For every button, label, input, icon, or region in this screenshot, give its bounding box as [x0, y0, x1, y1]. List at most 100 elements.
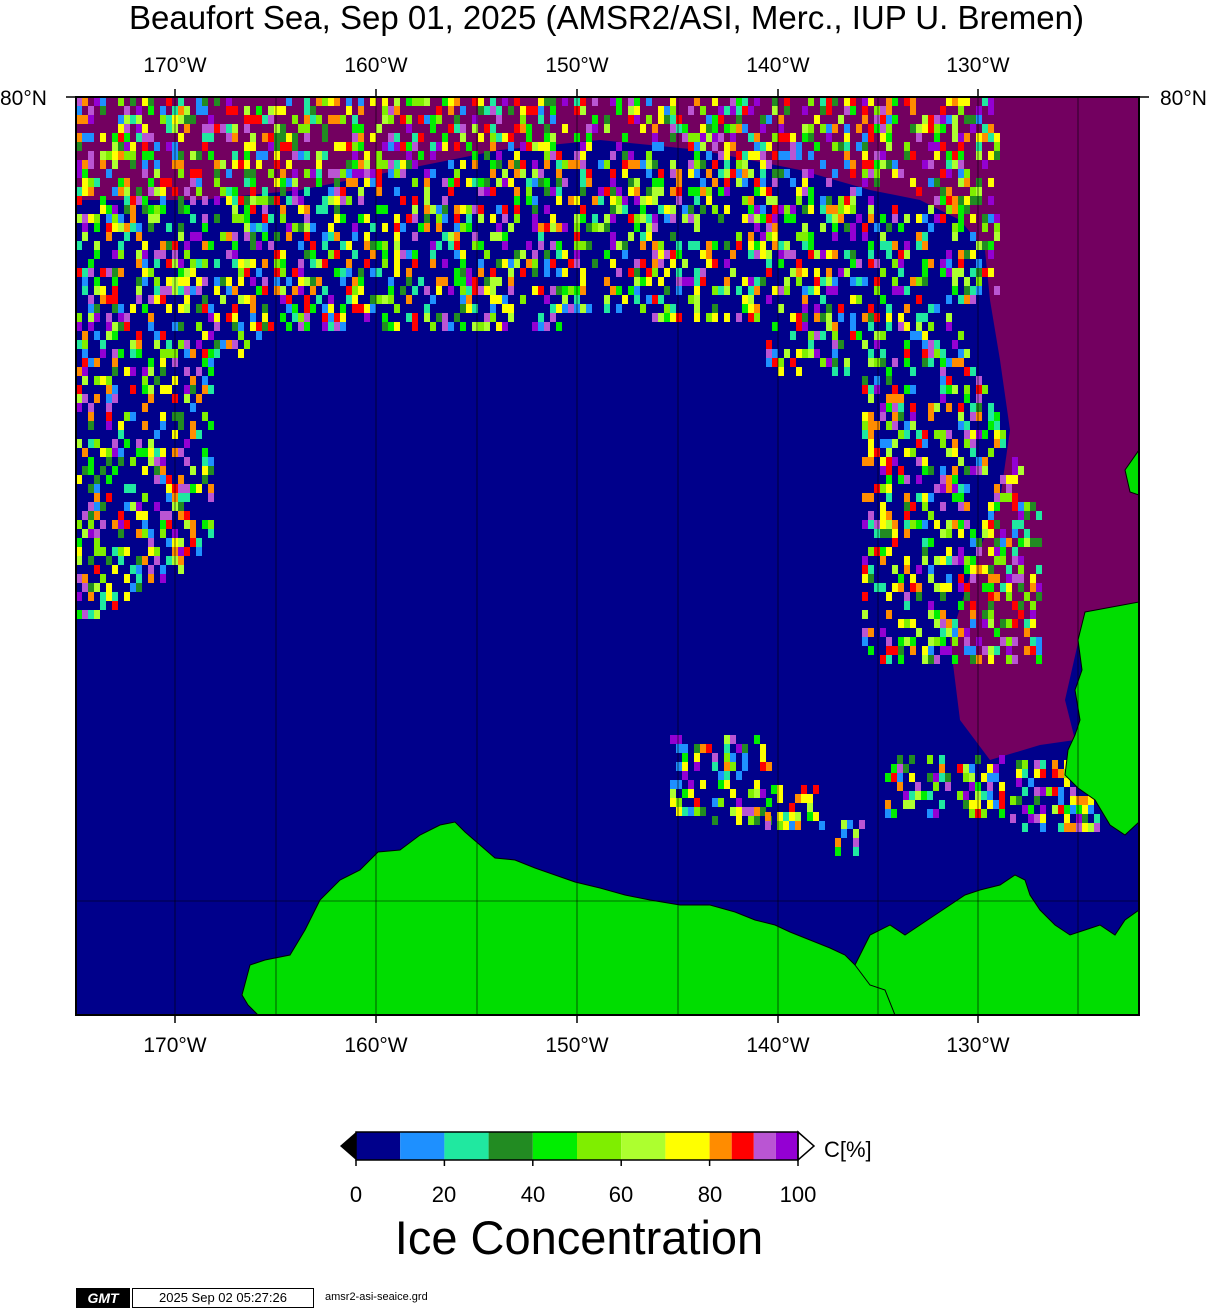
ice-pixel: [478, 241, 484, 250]
ice-pixel: [964, 430, 970, 439]
ice-pixel: [886, 124, 892, 133]
ice-pixel: [244, 268, 250, 277]
ice-pixel: [628, 151, 634, 160]
ice-pixel: [940, 619, 946, 628]
ice-pixel: [430, 295, 436, 304]
ice-pixel: [178, 412, 184, 421]
ice-pixel: [898, 619, 904, 628]
ice-pixel: [694, 214, 700, 223]
ice-pixel: [946, 250, 952, 259]
ice-pixel: [88, 610, 94, 619]
ice-pixel: [946, 259, 952, 268]
ice-pixel: [112, 286, 118, 295]
ice-pixel: [298, 223, 304, 232]
ice-pixel: [886, 448, 892, 457]
ice-pixel: [958, 106, 964, 115]
ice-pixel: [970, 268, 976, 277]
ice-pixel: [1024, 619, 1030, 628]
ice-pixel: [670, 250, 676, 259]
ice-pixel: [724, 259, 730, 268]
ice-pixel: [250, 232, 256, 241]
ice-pixel: [214, 214, 220, 223]
ice-pixel: [454, 205, 460, 214]
ice-pixel: [927, 791, 933, 800]
ice-pixel: [430, 142, 436, 151]
ice-pixel: [940, 115, 946, 124]
ice-pixel: [382, 205, 388, 214]
ice-pixel: [232, 160, 238, 169]
ice-pixel: [772, 133, 778, 142]
ice-pixel: [118, 142, 124, 151]
ice-pixel: [940, 628, 946, 637]
ice-pixel: [424, 196, 430, 205]
ice-pixel: [1028, 778, 1034, 787]
ice-pixel: [832, 205, 838, 214]
ice-pixel: [1024, 511, 1030, 520]
ice-pixel: [988, 268, 994, 277]
ice-pixel: [256, 160, 262, 169]
lon-tick-bottom-130w: 130°W: [946, 1034, 1010, 1057]
ice-pixel: [946, 430, 952, 439]
ice-pixel: [748, 106, 754, 115]
ice-pixel: [712, 816, 718, 825]
ice-pixel: [598, 196, 604, 205]
ice-pixel: [976, 403, 982, 412]
ice-pixel: [118, 241, 124, 250]
ice-pixel: [916, 133, 922, 142]
ice-pixel: [538, 97, 544, 106]
ice-pixel: [736, 313, 742, 322]
ice-pixel: [592, 223, 598, 232]
ice-pixel: [982, 133, 988, 142]
ice-pixel: [676, 735, 682, 744]
ice-pixel: [292, 142, 298, 151]
ice-pixel: [460, 295, 466, 304]
ice-pixel: [688, 169, 694, 178]
ice-pixel: [832, 169, 838, 178]
ice-pixel: [945, 773, 951, 782]
ice-pixel: [580, 169, 586, 178]
ice-pixel: [694, 196, 700, 205]
ice-pixel: [718, 151, 724, 160]
ice-pixel: [958, 547, 964, 556]
ice-pixel: [1094, 823, 1100, 832]
ice-pixel: [406, 115, 412, 124]
ice-pixel: [1018, 574, 1024, 583]
ice-pixel: [982, 430, 988, 439]
ice-pixel: [898, 466, 904, 475]
ice-pixel: [646, 268, 652, 277]
ice-pixel: [664, 286, 670, 295]
ice-pixel: [826, 205, 832, 214]
ice-pixel: [976, 655, 982, 664]
ice-pixel: [688, 187, 694, 196]
ice-pixel: [442, 259, 448, 268]
ice-pixel: [646, 151, 652, 160]
ice-pixel: [310, 115, 316, 124]
ice-pixel: [514, 97, 520, 106]
ice-pixel: [1052, 787, 1058, 796]
ice-pixel: [280, 106, 286, 115]
ice-pixel: [640, 259, 646, 268]
ice-pixel: [304, 304, 310, 313]
ice-pixel: [886, 403, 892, 412]
ice-pixel: [952, 277, 958, 286]
ice-pixel: [400, 223, 406, 232]
ice-pixel: [982, 466, 988, 475]
ice-pixel: [508, 223, 514, 232]
ice-pixel: [904, 250, 910, 259]
ice-pixel: [100, 592, 106, 601]
ice-pixel: [952, 196, 958, 205]
ice-pixel: [964, 637, 970, 646]
ice-pixel: [220, 295, 226, 304]
ice-pixel: [808, 349, 814, 358]
ice-pixel: [682, 789, 688, 798]
ice-pixel: [1018, 601, 1024, 610]
ice-pixel: [160, 115, 166, 124]
ice-pixel: [148, 547, 154, 556]
ice-pixel: [160, 457, 166, 466]
ice-pixel: [160, 385, 166, 394]
ice-pixel: [112, 151, 118, 160]
ice-pixel: [310, 250, 316, 259]
ice-pixel: [94, 277, 100, 286]
ice-pixel: [760, 807, 766, 816]
